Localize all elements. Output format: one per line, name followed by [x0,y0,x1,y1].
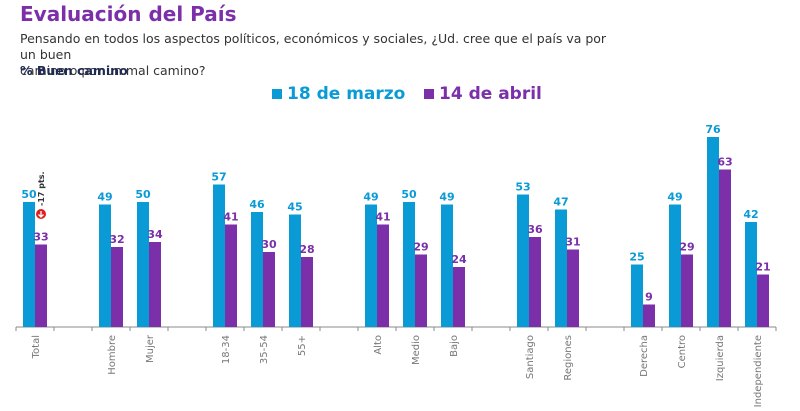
data-label: 49 [667,191,682,204]
bar-series1 [289,214,301,327]
bar-series1 [23,202,35,327]
data-label: 32 [109,233,124,246]
data-label: 36 [527,223,543,236]
bar-series2 [111,247,123,327]
data-label: 29 [679,241,694,254]
x-tick-label: Centro [677,335,688,368]
data-label: 49 [363,191,378,204]
x-tick-label: Santiago [525,335,536,379]
x-tick-label: Total [31,335,42,359]
data-label: 41 [375,211,390,224]
bar-series2 [567,249,579,327]
x-tick-label: Hombre [107,335,118,375]
data-label: 47 [553,196,568,209]
bar-series2 [681,254,693,327]
bar-series2 [643,304,655,327]
bar-series2 [301,257,313,327]
data-label: 57 [211,171,226,184]
data-label: 24 [451,253,467,266]
data-label: 41 [223,211,238,224]
bar-series1 [403,202,415,327]
x-tick-label: Medio [411,335,422,365]
question-line-2: camino o por un mal camino? [20,63,206,78]
data-label: 34 [147,228,163,241]
data-label: 25 [629,251,644,264]
legend-swatch-series1 [272,89,282,99]
bar-series1 [251,212,263,327]
data-label: 76 [705,123,721,136]
bar-series1 [137,202,149,327]
data-label: 33 [33,231,48,244]
bar-series2 [377,224,389,327]
bar-series2 [529,237,541,327]
data-label: 49 [97,191,112,204]
data-label: 45 [287,201,302,214]
x-tick-label: Alto [373,335,384,355]
x-tick-label: 18-34 [221,335,232,364]
data-label: 63 [717,156,732,169]
bar-series2 [719,169,731,327]
data-label: 42 [743,208,758,221]
bar-series1 [213,184,225,327]
bar-series1 [745,222,757,327]
page-title: Evaluación del País [20,2,237,26]
bar-series1 [707,137,719,327]
bar-series2 [263,252,275,327]
legend-swatch-series2 [424,89,434,99]
data-label: 46 [249,198,265,211]
data-label: 53 [515,181,530,194]
bar-series1 [365,204,377,327]
survey-question: Pensando en todos los aspectos políticos… [20,31,620,79]
data-label: 9 [645,291,653,304]
question-line-1: Pensando en todos los aspectos políticos… [20,31,607,62]
bar-series2 [453,267,465,327]
bar-series1 [99,204,111,327]
x-tick-label: Independiente [753,335,764,407]
bar-series1 [631,264,643,327]
legend-item-series1: 18 de marzo [272,84,405,104]
change-annotation: -17 pts. [37,171,46,206]
x-tick-label: Izquierda [715,335,726,381]
x-tick-label: 35-54 [259,335,270,364]
legend-label-series1: 18 de marzo [287,84,406,104]
data-label: 49 [439,191,454,204]
data-label: 29 [413,241,428,254]
bar-series1 [669,204,681,327]
x-tick-label: 55+ [297,335,308,356]
metric-label: % Buen camino [20,63,128,78]
legend-item-series2: 14 de abril [424,84,542,104]
x-tick-label: Derecha [639,335,650,377]
bar-series2 [757,274,769,327]
bar-series1 [441,204,453,327]
data-label: 21 [755,261,770,274]
bar-series2 [149,242,161,327]
x-tick-label: Regiones [563,335,574,381]
bar-series1 [517,194,529,327]
bar-series2 [225,224,237,327]
bar-series2 [35,244,47,327]
down-arrow-glyph [38,211,44,218]
x-tick-label: Mujer [145,334,156,363]
x-tick-label: Bajo [449,335,460,357]
legend-label-series2: 14 de abril [439,84,542,104]
data-label: 31 [565,236,580,249]
data-label: 50 [21,188,37,201]
data-label: 50 [401,188,417,201]
data-label: 30 [261,238,277,251]
data-label: 28 [299,243,314,256]
bar-series2 [415,254,427,327]
bar-series1 [555,209,567,327]
data-label: 50 [135,188,151,201]
